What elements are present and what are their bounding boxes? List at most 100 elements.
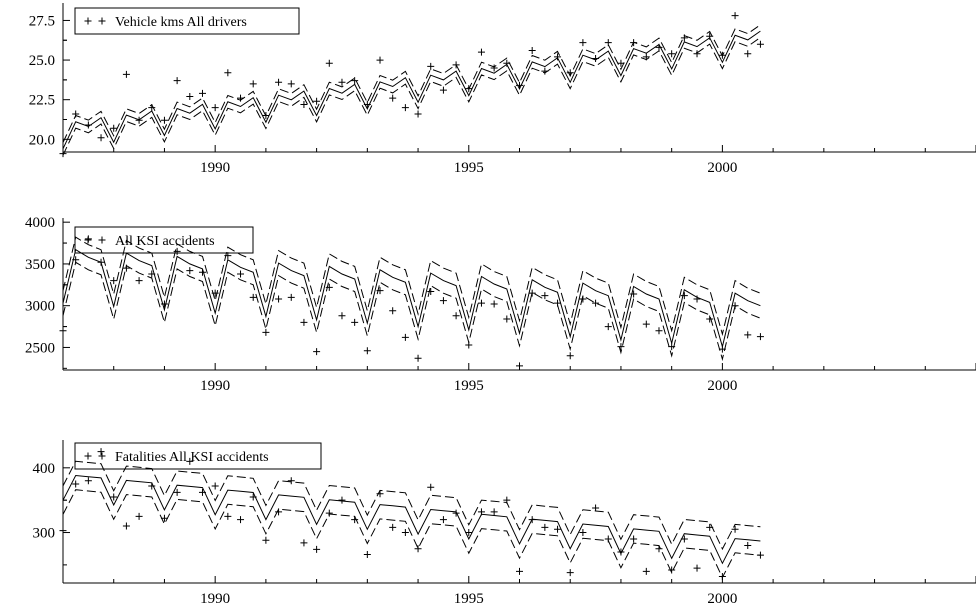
data-point	[554, 299, 562, 307]
data-point	[287, 477, 295, 485]
data-point	[160, 116, 168, 124]
data-point	[414, 354, 422, 362]
data-point	[731, 525, 739, 533]
data-point	[630, 39, 638, 47]
data-point	[465, 529, 473, 537]
data-point	[465, 85, 473, 93]
data-point	[275, 78, 283, 86]
data-point	[97, 448, 105, 456]
data-point	[630, 535, 638, 543]
data-point	[477, 48, 485, 56]
data-point	[693, 564, 701, 572]
panel-fatalities-all-ksi: 1990 1995 2000 300 400 Fatalities All KSI acc…	[33, 440, 976, 607]
data-point	[313, 348, 321, 356]
y-tick-label: 4000	[25, 215, 55, 231]
data-point	[389, 94, 397, 102]
data-point	[135, 277, 143, 285]
data-point	[84, 121, 92, 129]
data-point	[300, 539, 308, 547]
legend-marker	[84, 17, 92, 25]
data-point	[592, 504, 600, 512]
data-point	[59, 150, 67, 158]
data-point	[262, 328, 270, 336]
data-point	[744, 331, 752, 339]
data-point	[680, 535, 688, 543]
data-point	[325, 59, 333, 67]
y-tick-label: 3000	[25, 299, 55, 315]
data-point	[756, 40, 764, 48]
data-point	[452, 509, 460, 517]
data-point	[566, 69, 574, 77]
data-point	[249, 493, 257, 501]
y-tick-label: 22.5	[29, 93, 55, 109]
legend-box	[74, 7, 300, 35]
data-point	[642, 53, 650, 61]
data-point	[414, 110, 422, 118]
data-point	[275, 508, 283, 516]
data-point	[135, 512, 143, 520]
legend-box	[74, 226, 254, 254]
data-point	[237, 94, 245, 102]
data-point	[528, 47, 536, 55]
data-point	[389, 523, 397, 531]
data-point	[554, 53, 562, 61]
data-point	[110, 493, 118, 501]
x-tick-label: 1990	[200, 378, 230, 394]
data-point	[198, 268, 206, 276]
data-point	[617, 343, 625, 351]
data-point	[566, 352, 574, 360]
data-point	[237, 516, 245, 524]
data-point	[579, 295, 587, 303]
data-point	[173, 247, 181, 255]
upper-band-line	[62, 460, 761, 551]
data-point	[173, 488, 181, 496]
data-point	[72, 480, 80, 488]
data-point	[363, 100, 371, 108]
data-point	[718, 345, 726, 353]
data-point	[744, 541, 752, 549]
data-point	[528, 516, 536, 524]
data-point	[72, 110, 80, 118]
data-point	[237, 270, 245, 278]
data-point	[579, 39, 587, 47]
x-tick-label: 1995	[454, 591, 484, 607]
data-point	[338, 312, 346, 320]
data-point	[224, 512, 232, 520]
data-point	[262, 536, 270, 544]
data-point	[376, 490, 384, 498]
data-point	[490, 508, 498, 516]
data-point	[516, 362, 523, 370]
data-point	[731, 302, 739, 310]
data-point	[325, 283, 333, 291]
data-point	[490, 64, 498, 72]
data-point	[516, 567, 523, 575]
data-point	[503, 496, 511, 504]
data-point	[693, 295, 701, 303]
data-point	[148, 482, 156, 490]
data-point	[693, 50, 701, 58]
data-point	[186, 267, 194, 275]
data-point	[313, 97, 321, 105]
data-point	[122, 264, 130, 272]
data-point	[275, 295, 283, 303]
y-tick-label: 300	[33, 526, 56, 542]
lower-band-line	[62, 489, 761, 579]
data-point	[224, 69, 232, 77]
data-point	[401, 333, 409, 341]
data-point	[630, 290, 638, 298]
legend-marker	[98, 452, 106, 460]
data-point	[211, 104, 219, 112]
fitted-line	[62, 248, 761, 349]
data-point	[477, 299, 485, 307]
y-tick-label: 20.0	[29, 132, 55, 148]
data-point	[756, 333, 764, 341]
data-point	[148, 104, 156, 112]
data-point	[718, 573, 726, 581]
data-point	[439, 516, 447, 524]
data-point	[186, 93, 194, 101]
data-point	[439, 297, 447, 305]
data-point	[300, 318, 308, 326]
data-point	[389, 307, 397, 315]
legend-box	[74, 442, 322, 470]
data-point	[287, 80, 295, 88]
